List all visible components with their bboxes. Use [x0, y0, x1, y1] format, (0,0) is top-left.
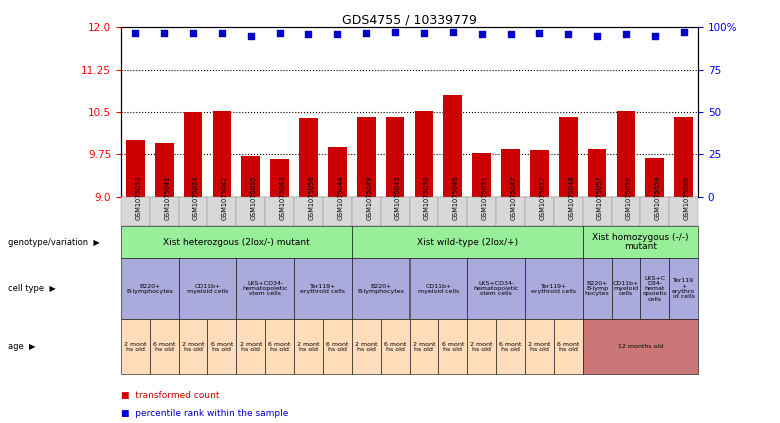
Title: GDS4755 / 10339779: GDS4755 / 10339779: [342, 14, 477, 26]
Text: 2 mont
hs old: 2 mont hs old: [470, 342, 493, 352]
Text: 12 months old: 12 months old: [618, 344, 663, 349]
Point: [678, 29, 690, 36]
Text: Xist wild-type (2lox/+): Xist wild-type (2lox/+): [417, 238, 518, 247]
Bar: [616, 111, 636, 197]
Text: 6 mont
hs old: 6 mont hs old: [268, 342, 291, 352]
Bar: [126, 140, 145, 197]
Bar: [385, 117, 405, 197]
Point: [274, 30, 286, 36]
Text: 2 mont
hs old: 2 mont hs old: [413, 342, 435, 352]
Point: [620, 31, 633, 38]
Text: B220+
B-lymphocytes: B220+ B-lymphocytes: [357, 283, 404, 294]
Text: GSM1075045: GSM1075045: [395, 176, 401, 220]
Bar: [472, 153, 491, 197]
Bar: [530, 151, 549, 197]
Text: genotype/variation  ▶: genotype/variation ▶: [8, 238, 100, 247]
Bar: [645, 158, 665, 197]
Text: LKS+CD34-
hematopoietic
stem cells: LKS+CD34- hematopoietic stem cells: [243, 281, 288, 297]
Text: GSM1075044: GSM1075044: [338, 176, 343, 220]
Text: GSM1075048: GSM1075048: [568, 176, 574, 220]
Text: 2 mont
hs old: 2 mont hs old: [124, 342, 147, 352]
Text: GSM1075041: GSM1075041: [164, 176, 170, 220]
Text: Ter119+
erythroid cells: Ter119+ erythroid cells: [531, 283, 576, 294]
Point: [215, 30, 229, 36]
Text: GSM1075052: GSM1075052: [540, 176, 545, 220]
Bar: [674, 117, 693, 197]
Bar: [154, 143, 174, 197]
Point: [505, 31, 517, 38]
Text: GSM1075043: GSM1075043: [279, 176, 285, 220]
Text: B220+
B-lymp
hocytes: B220+ B-lymp hocytes: [585, 281, 609, 297]
Point: [447, 29, 459, 36]
Text: GSM1075047: GSM1075047: [510, 176, 516, 220]
Text: cell type  ▶: cell type ▶: [8, 284, 55, 293]
Text: ■  percentile rank within the sample: ■ percentile rank within the sample: [121, 409, 289, 418]
Text: GSM1075058: GSM1075058: [626, 176, 632, 220]
Bar: [356, 117, 376, 197]
Point: [129, 30, 142, 36]
Bar: [558, 117, 578, 197]
Text: 2 mont
hs old: 2 mont hs old: [355, 342, 378, 352]
Text: LKS+C
D34-
hemat
opoietic
cells: LKS+C D34- hemat opoietic cells: [642, 276, 668, 302]
Point: [158, 30, 171, 36]
Text: 6 mont
hs old: 6 mont hs old: [211, 342, 233, 352]
Text: 6 mont
hs old: 6 mont hs old: [153, 342, 176, 352]
Bar: [328, 147, 347, 197]
Text: GSM1075057: GSM1075057: [597, 176, 603, 220]
Bar: [587, 149, 607, 197]
Text: GSM1075055: GSM1075055: [251, 176, 257, 220]
Text: GSM1075059: GSM1075059: [654, 176, 661, 220]
Text: B220+
B-lymphocytes: B220+ B-lymphocytes: [126, 283, 173, 294]
Point: [534, 30, 546, 36]
Text: CD11b+
myeloid
cells: CD11b+ myeloid cells: [613, 281, 639, 297]
Point: [562, 31, 575, 38]
Bar: [414, 111, 434, 197]
Text: 2 mont
hs old: 2 mont hs old: [528, 342, 551, 352]
Bar: [443, 95, 463, 197]
Point: [245, 33, 257, 39]
Text: 2 mont
hs old: 2 mont hs old: [297, 342, 320, 352]
Text: CD11b+
myeloid cells: CD11b+ myeloid cells: [418, 283, 459, 294]
Point: [303, 31, 315, 38]
Text: GSM1075054: GSM1075054: [193, 176, 199, 220]
Text: GSM1075056: GSM1075056: [309, 176, 314, 220]
Point: [360, 30, 373, 36]
Text: ■  transformed count: ■ transformed count: [121, 391, 219, 400]
Bar: [270, 159, 289, 197]
Text: 6 mont
hs old: 6 mont hs old: [326, 342, 349, 352]
Text: CD11b+
myeloid cells: CD11b+ myeloid cells: [187, 283, 228, 294]
Text: 2 mont
hs old: 2 mont hs old: [182, 342, 204, 352]
Text: Ter119+
erythroid cells: Ter119+ erythroid cells: [300, 283, 346, 294]
Text: Xist homozygous (-/-)
mutant: Xist homozygous (-/-) mutant: [592, 233, 689, 251]
Text: 6 mont
hs old: 6 mont hs old: [441, 342, 464, 352]
Text: 6 mont
hs old: 6 mont hs old: [499, 342, 522, 352]
Text: age  ▶: age ▶: [8, 342, 35, 352]
Point: [187, 30, 200, 36]
Text: 2 mont
hs old: 2 mont hs old: [239, 342, 262, 352]
Point: [332, 31, 344, 38]
Bar: [183, 112, 203, 197]
Bar: [299, 118, 318, 197]
Point: [389, 29, 402, 36]
Point: [476, 31, 488, 38]
Text: Xist heterozgous (2lox/-) mutant: Xist heterozgous (2lox/-) mutant: [163, 238, 310, 247]
Text: Ter119
+
erythro
id cells: Ter119 + erythro id cells: [672, 278, 695, 299]
Point: [591, 33, 604, 39]
Point: [649, 33, 661, 39]
Text: LKS+CD34-
hematopoietic
stem cells: LKS+CD34- hematopoietic stem cells: [473, 281, 519, 297]
Text: GSM1075046: GSM1075046: [452, 176, 459, 220]
Text: 6 mont
hs old: 6 mont hs old: [384, 342, 406, 352]
Text: 6 mont
hs old: 6 mont hs old: [557, 342, 580, 352]
Text: GSM1075051: GSM1075051: [481, 176, 488, 220]
Point: [418, 30, 431, 36]
Bar: [212, 111, 232, 197]
Bar: [241, 156, 261, 197]
Text: GSM1075053: GSM1075053: [136, 176, 141, 220]
Text: GSM1075042: GSM1075042: [222, 176, 228, 220]
Bar: [501, 149, 520, 197]
Text: GSM1075060: GSM1075060: [683, 176, 690, 220]
Text: GSM1075049: GSM1075049: [367, 176, 372, 220]
Text: GSM1075050: GSM1075050: [424, 176, 430, 220]
